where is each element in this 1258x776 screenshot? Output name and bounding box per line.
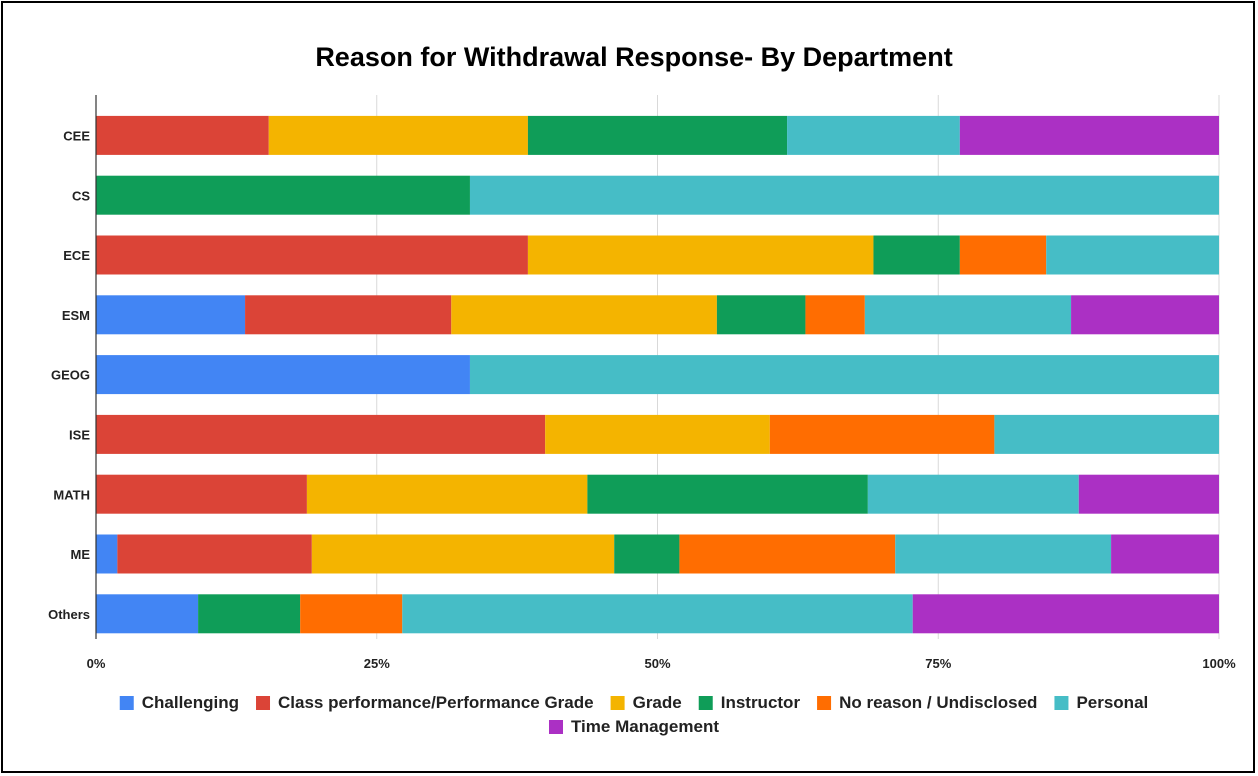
bar-others-series-4 [300, 594, 403, 634]
category-label: ECE [63, 248, 90, 263]
legend-swatch [1054, 696, 1069, 710]
category-label: ISE [69, 428, 90, 443]
bar-me-series-3 [614, 534, 680, 574]
bar-ece-series-3 [873, 235, 960, 275]
legend-item: No reason / Undisclosed [817, 693, 1037, 712]
legend-label: Class performance/Performance Grade [278, 693, 594, 712]
bars [96, 115, 1220, 634]
bar-me-series-4 [679, 534, 896, 574]
x-tick-label: 75% [925, 656, 951, 671]
bar-me-series-2 [311, 534, 615, 574]
category-label: GEOG [51, 368, 90, 383]
category-label: ME [71, 547, 91, 562]
legend-label: Challenging [142, 693, 239, 712]
bar-me-series-5 [895, 534, 1112, 574]
bar-ece-series-4 [959, 235, 1047, 275]
legend-swatch [119, 696, 134, 710]
x-tick-label: 100% [1202, 656, 1236, 671]
bar-cee-series-1 [96, 115, 269, 155]
bar-cee-series-2 [268, 115, 528, 155]
bar-others-series-5 [402, 594, 913, 634]
bar-math-series-3 [587, 474, 868, 514]
category-label: MATH [53, 487, 90, 502]
legend-item: Instructor [698, 693, 801, 712]
bar-geog-series-0 [96, 355, 470, 395]
bar-me-series-0 [96, 534, 118, 574]
bar-cs-series-3 [96, 175, 470, 215]
bar-esm-series-6 [1071, 295, 1219, 335]
bar-cs-series-5 [469, 175, 1220, 215]
bar-cee-series-5 [787, 115, 960, 155]
bar-me-series-1 [117, 534, 312, 574]
bar-ece-series-1 [96, 235, 528, 275]
chart-title: Reason for Withdrawal Response- By Depar… [315, 42, 952, 72]
x-axis-ticks: 0% 25% 50% 75% 100% [87, 656, 1236, 671]
x-tick-label: 50% [644, 656, 670, 671]
legend-swatch [817, 696, 832, 710]
legend-swatch [548, 720, 563, 734]
legend-swatch [610, 696, 625, 710]
category-label: ESM [62, 308, 90, 323]
category-label: CEE [63, 129, 90, 144]
legend-swatch [698, 696, 713, 710]
bar-esm-series-0 [96, 295, 246, 335]
bar-ise-series-1 [96, 414, 546, 454]
bar-math-series-1 [96, 474, 307, 514]
bar-me-series-6 [1111, 534, 1219, 574]
y-axis: CEE CS ECE ESM GEOG ISE MATH ME Others [48, 95, 97, 639]
legend-label: Instructor [721, 693, 801, 712]
bar-ise-series-2 [545, 414, 770, 454]
legend-label: Time Management [571, 717, 719, 736]
bar-esm-series-4 [805, 295, 865, 335]
bar-esm-series-5 [864, 295, 1072, 335]
bar-cee-series-6 [959, 115, 1219, 155]
bar-others-series-6 [912, 594, 1219, 634]
category-label: Others [48, 607, 90, 622]
legend-label: Grade [633, 693, 682, 712]
legend-item: Personal [1054, 693, 1148, 712]
legend: Challenging Class performance/Performance… [119, 693, 1148, 736]
bar-ece-series-5 [1046, 235, 1219, 275]
legend-swatch [256, 696, 271, 710]
legend-label: Personal [1076, 693, 1148, 712]
bar-ise-series-4 [769, 414, 995, 454]
bar-math-series-2 [306, 474, 588, 514]
bar-math-series-5 [867, 474, 1079, 514]
bar-esm-series-2 [451, 295, 717, 335]
bar-geog-series-5 [469, 355, 1220, 395]
bar-ise-series-5 [994, 414, 1219, 454]
bar-others-series-0 [96, 594, 199, 634]
legend-item: Grade [610, 693, 682, 712]
legend-label: No reason / Undisclosed [839, 693, 1037, 712]
bar-cee-series-3 [527, 115, 788, 155]
bar-others-series-3 [198, 594, 301, 634]
x-tick-label: 0% [87, 656, 106, 671]
legend-item: Time Management [548, 717, 719, 736]
x-tick-label: 25% [364, 656, 390, 671]
legend-item: Challenging [119, 693, 239, 712]
bar-math-series-6 [1078, 474, 1219, 514]
legend-item: Class performance/Performance Grade [256, 693, 594, 712]
bar-ece-series-2 [527, 235, 874, 275]
category-label: CS [72, 188, 90, 203]
bar-esm-series-3 [716, 295, 806, 335]
bar-esm-series-1 [245, 295, 452, 335]
